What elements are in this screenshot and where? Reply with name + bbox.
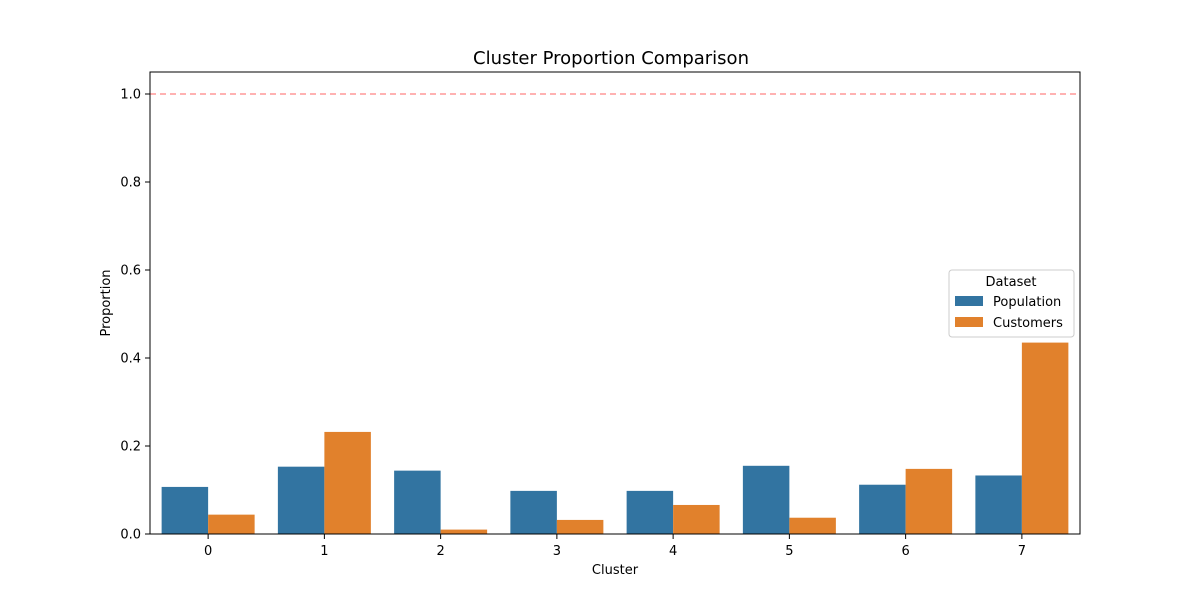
y-tick-label: 1.0 (120, 88, 141, 103)
bar-population-cluster-3 (510, 490, 557, 534)
bar-customers-cluster-3 (556, 519, 604, 534)
bar-population-cluster-1 (277, 466, 325, 534)
y-tick-label: 0.6 (120, 264, 141, 279)
y-axis: 0.0 0.2 0.4 0.6 0.8 1.0 (120, 88, 150, 543)
bar-customers-cluster-1 (324, 431, 371, 534)
bar-customers-cluster-6 (905, 468, 953, 534)
bar-population-cluster-5 (742, 465, 790, 534)
bar-population-cluster-0 (161, 486, 209, 534)
bar-customers-cluster-2 (440, 529, 488, 534)
legend-label-population: Population (993, 295, 1061, 310)
x-tick-label: 3 (553, 544, 561, 559)
bar-population-cluster-4 (626, 490, 674, 534)
y-axis-label: Proportion (99, 269, 114, 336)
x-tick-label: 5 (785, 544, 793, 559)
y-tick-label: 0.0 (120, 528, 141, 543)
y-tick-label: 0.2 (120, 440, 141, 455)
legend-swatch-customers (955, 317, 983, 327)
legend: Dataset Population Customers (948, 269, 1075, 338)
bar-customers-cluster-5 (789, 517, 836, 534)
bar-population-cluster-6 (859, 484, 906, 534)
plot-frame (149, 71, 1081, 535)
x-tick-label: 2 (436, 544, 444, 559)
x-axis: 0 1 2 3 4 5 6 7 (204, 534, 1026, 559)
x-axis-label: Cluster (592, 563, 639, 578)
chart-title: Cluster Proportion Comparison (473, 48, 749, 69)
legend-title: Dataset (986, 275, 1037, 290)
bar-customers-cluster-4 (673, 504, 720, 534)
x-tick-label: 1 (320, 544, 328, 559)
x-tick-label: 0 (204, 544, 212, 559)
x-tick-label: 7 (1018, 544, 1026, 559)
bar-customers-cluster-7 (1021, 342, 1069, 534)
bar-population-cluster-7 (975, 475, 1022, 534)
bar-population-cluster-2 (394, 470, 441, 534)
y-tick-label: 0.8 (120, 176, 141, 191)
x-tick-label: 6 (901, 544, 909, 559)
bar-customers-cluster-0 (208, 514, 255, 534)
x-tick-label: 4 (669, 544, 677, 559)
legend-swatch-population (955, 296, 983, 306)
bars-layer (161, 342, 1069, 534)
legend-label-customers: Customers (993, 316, 1063, 331)
y-tick-label: 0.4 (120, 352, 141, 367)
